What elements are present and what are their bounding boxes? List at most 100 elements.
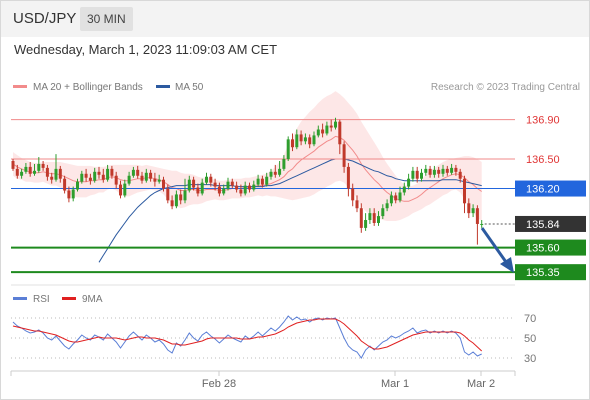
candle xyxy=(174,190,178,209)
candle xyxy=(364,213,368,231)
candle xyxy=(119,180,122,199)
candle xyxy=(110,165,114,179)
candle xyxy=(299,130,303,146)
x-axis-ticks: Feb 28 Mar 1 Mar 2 xyxy=(202,371,495,390)
candle xyxy=(291,133,294,152)
candle xyxy=(278,160,282,177)
candle xyxy=(454,164,458,176)
header-bar: USD/JPY 30 MIN xyxy=(1,1,589,37)
candle xyxy=(170,195,174,210)
candle xyxy=(463,175,466,214)
candle xyxy=(58,165,62,183)
candle xyxy=(41,160,45,171)
rsi-legend-label: RSI xyxy=(33,294,50,305)
candle xyxy=(437,166,441,178)
candle xyxy=(187,175,191,193)
candle xyxy=(157,174,161,184)
candle xyxy=(20,168,24,179)
candle xyxy=(377,211,380,226)
watermark: Research © 2023 Trading Central xyxy=(431,82,580,93)
candle xyxy=(398,186,402,203)
datetime-label: Wednesday, March 1, 2023 11:09:03 AM CET xyxy=(14,42,278,57)
candle xyxy=(37,157,41,173)
rsi-ma9-line xyxy=(12,318,483,352)
level-labels: 136.90 136.50 136.20 135.84 135.60 135.35 xyxy=(515,115,586,281)
candle xyxy=(269,168,273,180)
level-label-135.60: 135.60 xyxy=(526,243,560,255)
level-label-136.20: 136.20 xyxy=(526,184,560,196)
candle xyxy=(480,220,484,228)
candle xyxy=(316,125,320,138)
candle xyxy=(71,186,75,202)
ma9-legend-label: 9MA xyxy=(82,294,103,305)
level-label-136.50: 136.50 xyxy=(526,154,560,166)
candle xyxy=(467,198,471,219)
candle xyxy=(243,181,247,196)
candle xyxy=(239,184,243,197)
candle xyxy=(24,162,28,174)
candle xyxy=(192,176,196,191)
candle xyxy=(76,178,79,192)
level-label-135.84: 135.84 xyxy=(526,219,560,231)
candle xyxy=(149,169,153,182)
candle xyxy=(33,163,36,176)
candle xyxy=(334,117,337,130)
candle xyxy=(209,173,213,187)
candle xyxy=(50,172,54,184)
candle xyxy=(458,168,462,183)
rsi-panel: 70 50 30 xyxy=(11,313,536,365)
ma20-line xyxy=(12,135,482,202)
candle xyxy=(88,173,92,185)
candle xyxy=(432,165,436,178)
price-levels xyxy=(11,119,515,274)
candle xyxy=(11,159,15,171)
candle xyxy=(136,165,140,179)
candle xyxy=(28,161,32,177)
candle xyxy=(286,136,290,161)
candle xyxy=(217,182,221,197)
candle xyxy=(140,171,144,184)
candle xyxy=(407,173,411,190)
candle xyxy=(93,167,97,183)
interval-button[interactable]: 30 MIN xyxy=(80,7,133,31)
candle xyxy=(445,165,449,176)
candle xyxy=(359,203,363,233)
forecast-arrow xyxy=(480,227,514,273)
candle xyxy=(321,123,325,138)
rsi-tick-70: 70 xyxy=(524,313,536,325)
candle xyxy=(196,183,200,197)
candle xyxy=(273,164,277,178)
candle xyxy=(338,119,342,155)
x-tick-label: Mar 2 xyxy=(467,378,495,390)
candle xyxy=(235,181,239,193)
candle xyxy=(329,119,333,132)
candle xyxy=(80,170,84,184)
candle xyxy=(101,168,105,183)
x-tick-label: Mar 1 xyxy=(381,378,409,390)
rsi-tick-30: 30 xyxy=(524,353,536,365)
candle xyxy=(355,195,359,213)
candle xyxy=(312,131,316,147)
ma50-legend-swatch xyxy=(156,85,170,88)
candle xyxy=(248,182,251,193)
candle xyxy=(162,176,165,192)
candle xyxy=(226,177,230,191)
bollinger-bands xyxy=(13,91,482,221)
candle xyxy=(97,166,101,179)
candle xyxy=(179,189,183,205)
candle xyxy=(222,184,226,196)
candle xyxy=(256,174,260,187)
candle xyxy=(394,192,398,204)
candle xyxy=(123,179,127,198)
candle xyxy=(303,133,307,145)
candle xyxy=(325,121,329,136)
candle xyxy=(127,171,131,186)
candle xyxy=(450,163,454,175)
candle xyxy=(106,164,110,182)
candle xyxy=(372,208,376,226)
candle xyxy=(471,204,475,218)
candle xyxy=(368,208,372,224)
candle xyxy=(54,154,58,182)
ma50-legend-label: MA 50 xyxy=(175,82,204,93)
candle xyxy=(114,171,118,189)
